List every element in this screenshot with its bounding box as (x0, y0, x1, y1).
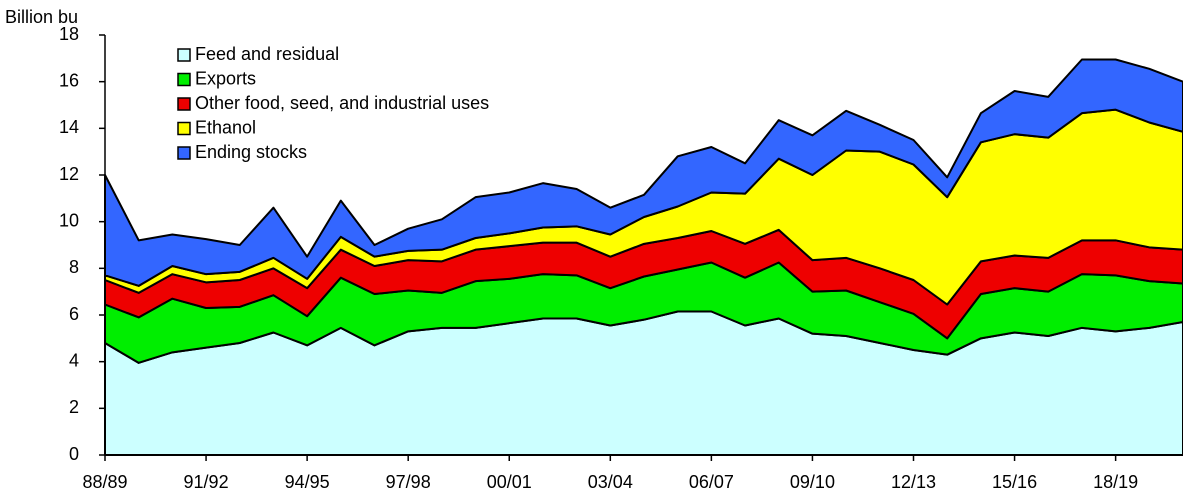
y-tick-label: 14 (59, 117, 79, 137)
y-tick-label: 2 (69, 397, 79, 417)
y-tick-label: 0 (69, 444, 79, 464)
x-tick-label: 03/04 (588, 472, 633, 492)
y-tick-label: 4 (69, 350, 79, 370)
x-tick-label: 06/07 (689, 472, 734, 492)
x-tick-label: 09/10 (790, 472, 835, 492)
legend-swatch (177, 146, 191, 160)
y-tick-label: 6 (69, 304, 79, 324)
legend-label: Feed and residual (195, 44, 339, 64)
legend-swatch (177, 121, 191, 136)
x-tick-label: 12/13 (891, 472, 936, 492)
x-tick-label: 88/89 (82, 472, 127, 492)
y-axis-label: Billion bu (5, 7, 78, 27)
x-tick-label: 97/98 (386, 472, 431, 492)
legend-swatch (177, 72, 191, 87)
x-tick-label: 94/95 (285, 472, 330, 492)
y-tick-label: 8 (69, 257, 79, 277)
x-tick-label: 91/92 (184, 472, 229, 492)
x-tick-label: 18/19 (1093, 472, 1138, 492)
area (104, 58, 1183, 287)
legend-swatch (177, 97, 191, 111)
y-tick-label: 16 (59, 70, 79, 90)
legend-label: Ethanol (195, 117, 256, 137)
legend-label: Ending stocks (195, 142, 307, 162)
legend-label: Exports (195, 68, 256, 88)
y-tick-label: 18 (59, 24, 79, 44)
y-tick-label: 10 (59, 210, 79, 230)
legend-label: Other food, seed, and industrial uses (195, 93, 489, 113)
x-tick-label: 00/01 (487, 472, 532, 492)
x-tick-label: 15/16 (992, 472, 1037, 492)
legend-swatch (177, 48, 191, 62)
y-tick-label: 12 (59, 164, 79, 184)
